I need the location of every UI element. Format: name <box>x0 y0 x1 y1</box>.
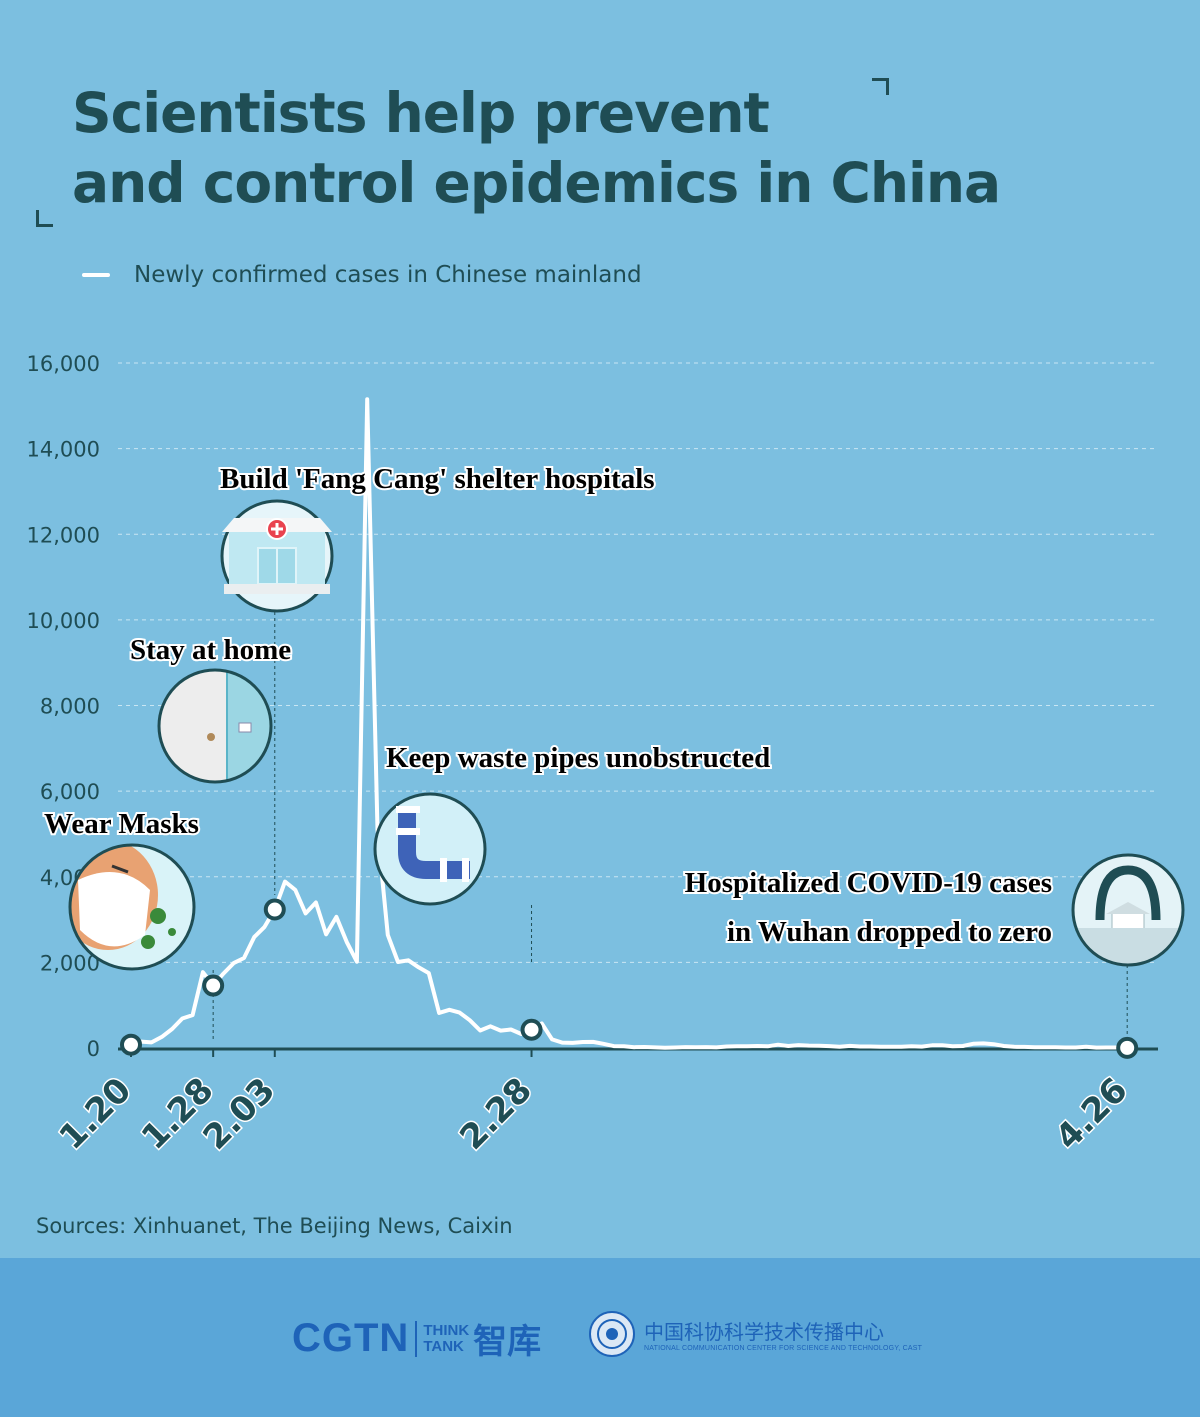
hospital-icon <box>220 499 334 613</box>
logo-zhiku: 智库 <box>473 1322 542 1362</box>
pipe-icon <box>373 792 487 906</box>
data-marker <box>520 1018 543 1041</box>
cast-name-cn: 中国科协科学技术传播中心 <box>644 1320 884 1344</box>
y-axis-ticks: 02,0004,0006,0008,00010,00012,00014,0001… <box>27 352 100 1061</box>
title-line-2: and control epidemics in China <box>72 151 1001 215</box>
data-marker <box>120 1033 142 1056</box>
data-marker <box>202 974 225 997</box>
logo-separator <box>415 1320 418 1357</box>
mask-icon <box>68 843 196 971</box>
annotation-hospital: Build 'Fang Cang' shelter hospitals <box>220 463 655 495</box>
legend-swatch <box>82 273 110 277</box>
data-marker <box>263 898 286 921</box>
page-title: Scientists help prevent and control epid… <box>72 78 1001 218</box>
marker-group <box>120 898 1139 1059</box>
title-line-1: Scientists help prevent <box>72 81 770 145</box>
y-tick-label: 12,000 <box>27 523 100 547</box>
corner-bracket-top-right <box>872 78 889 95</box>
y-tick-label: 0 <box>87 1037 100 1061</box>
logo-think: THINK <box>423 1321 470 1339</box>
line-chart: 02,0004,0006,0008,00010,00012,00014,0001… <box>27 352 1185 1159</box>
y-tick-label: 14,000 <box>27 438 100 462</box>
legend-label: Newly confirmed cases in Chinese mainlan… <box>134 262 642 288</box>
x-tick-label: 1.20 <box>52 1070 140 1158</box>
logo-tank: TANK <box>423 1337 464 1355</box>
source-note: Sources: Xinhuanet, The Beijing News, Ca… <box>36 1214 513 1238</box>
y-tick-label: 16,000 <box>27 352 100 376</box>
door-icon <box>157 668 273 784</box>
cgtn-think-tank-logo: CGTN THINK TANK 智库 <box>292 1314 541 1363</box>
annotation-wuhan-line-1: Hospitalized COVID-19 cases <box>685 867 1052 899</box>
annotation-masks: Wear Masks <box>44 808 199 840</box>
gridlines <box>118 362 1158 963</box>
annotation-wuhan-line-2: in Wuhan dropped to zero <box>727 916 1052 948</box>
cast-logo: 中国科协科学技术传播中心 NATIONAL COMMUNICATION CENT… <box>588 1310 922 1358</box>
x-axis-ticks: 1.201.282.03 2.28 4.26 <box>50 1049 1137 1159</box>
x-tick-label: 1.28 <box>134 1070 222 1158</box>
logo-think-tank: THINK TANK <box>423 1321 470 1355</box>
annotations: Build 'Fang Cang' shelter hospitals Stay… <box>42 461 1054 950</box>
cast-name-en: NATIONAL COMMUNICATION CENTER FOR SCIENC… <box>644 1345 923 1352</box>
guide-lines <box>212 612 1128 1040</box>
annotation-pipes: Keep waste pipes unobstructed <box>386 742 770 774</box>
footer: CGTN THINK TANK 智库 中国科协科学技术传播中心 NATIONAL… <box>0 1258 1200 1417</box>
x-tick-label: 4.26 <box>1048 1070 1136 1158</box>
annotation-stay-home: Stay at home <box>130 634 291 666</box>
legend: Newly confirmed cases in Chinese mainlan… <box>82 262 642 288</box>
x-tick-label: 2.28 <box>452 1070 540 1158</box>
y-tick-label: 10,000 <box>27 609 100 633</box>
y-tick-label: 6,000 <box>40 780 100 804</box>
y-tick-label: 2,000 <box>40 951 100 975</box>
cast-emblem-icon <box>589 1311 635 1357</box>
corner-bracket-bottom-left <box>36 210 53 227</box>
y-tick-label: 8,000 <box>40 695 100 719</box>
x-tick-label: 2.03 <box>196 1070 284 1158</box>
logo-cgtn: CGTN <box>292 1316 410 1360</box>
series-line <box>129 397 1130 1050</box>
data-marker <box>1116 1036 1139 1059</box>
wuhan-icon <box>1071 853 1185 967</box>
